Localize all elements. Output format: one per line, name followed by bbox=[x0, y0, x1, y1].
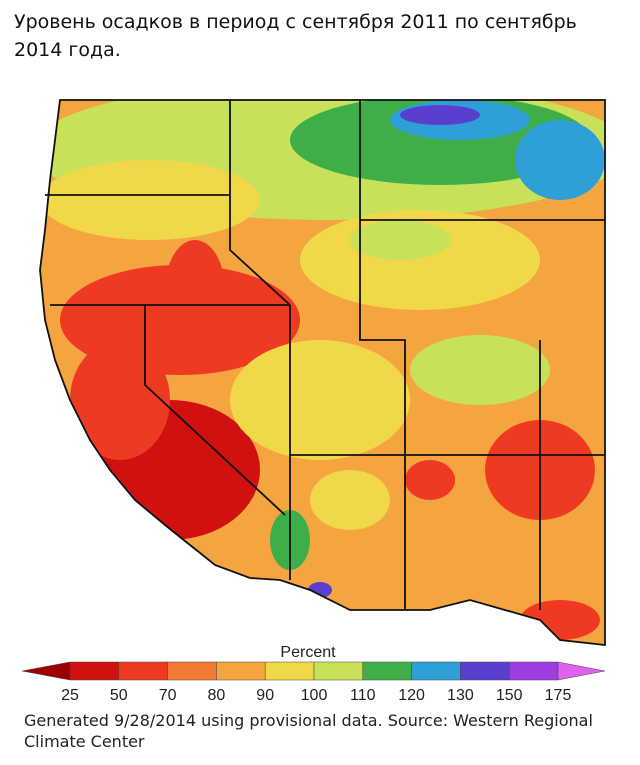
legend-tick-label: 100 bbox=[301, 687, 328, 704]
legend-tick-label: 90 bbox=[256, 687, 274, 704]
legend-tick-label: 130 bbox=[447, 687, 474, 704]
legend-tick-label: 80 bbox=[208, 687, 226, 704]
color-swatch bbox=[411, 661, 461, 681]
color-swatch bbox=[508, 661, 559, 681]
color-swatch bbox=[264, 661, 315, 681]
legend-title: Percent bbox=[280, 644, 336, 661]
legend-tick-label: 50 bbox=[110, 687, 128, 704]
color-swatch bbox=[557, 661, 606, 681]
legend-tick-label: 110 bbox=[350, 687, 376, 704]
legend-tick-label: 175 bbox=[545, 687, 572, 704]
source-note: Generated 9/28/2014 using provisional da… bbox=[24, 711, 593, 751]
color-swatch bbox=[313, 661, 364, 681]
color-bar: 25 50 70 80 90 100 110 120 130 150 175 bbox=[21, 661, 606, 704]
color-swatch bbox=[118, 661, 168, 681]
legend-tick-label: 150 bbox=[496, 687, 523, 704]
precip-field bbox=[40, 100, 605, 645]
color-swatch bbox=[460, 661, 510, 681]
color-swatch bbox=[216, 661, 266, 681]
legend-tick-label: 25 bbox=[61, 687, 79, 704]
color-swatch bbox=[362, 661, 412, 681]
state-borders bbox=[39, 99, 606, 647]
color-swatch bbox=[21, 661, 71, 681]
legend-tick-label: 70 bbox=[159, 687, 177, 704]
color-swatch bbox=[69, 661, 120, 681]
title: Уровень осадков в период с сентября 2011… bbox=[14, 11, 577, 61]
legend-tick-label: 120 bbox=[398, 687, 425, 704]
color-swatch bbox=[167, 661, 217, 681]
